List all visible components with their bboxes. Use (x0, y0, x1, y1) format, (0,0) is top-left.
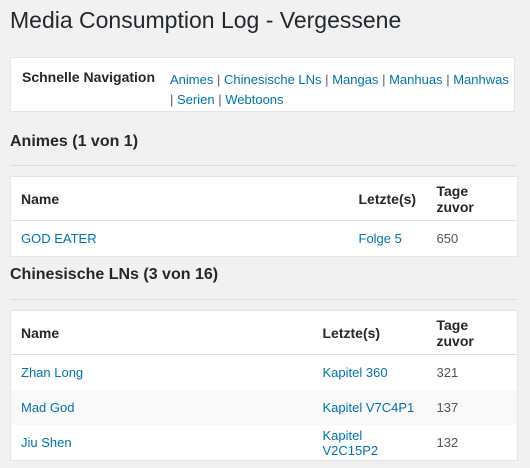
nav-separator: | (216, 72, 221, 87)
latest-link[interactable]: Kapitel V2C15P2 (322, 427, 379, 458)
column-header-name: Name (10, 310, 313, 355)
table-header-row: Name Letzte(s) Tage zuvor (10, 310, 518, 355)
latest-link[interactable]: Kapitel 360 (322, 365, 388, 380)
column-header-name: Name (10, 176, 349, 221)
title-link[interactable]: Jiu Shen (21, 435, 72, 450)
nav-link-mangas[interactable]: Mangas (332, 72, 379, 87)
table-row: Jiu Shen Kapitel V2C15P2 132 (11, 425, 518, 461)
nav-link-webtoons[interactable]: Webtoons (225, 92, 284, 107)
days-value: 650 (436, 231, 459, 246)
title-link[interactable]: Zhan Long (21, 365, 84, 380)
title-link[interactable]: GOD EATER (21, 231, 97, 246)
column-header-latest: Letzte(s) (312, 310, 427, 355)
nav-link-chinesische-lns[interactable]: Chinesische LNs (224, 72, 322, 87)
latest-link[interactable]: Kapitel V7C4P1 (322, 400, 415, 415)
nav-link-serien[interactable]: Serien (177, 92, 215, 107)
quick-navigation-links: Animes | Chinesische LNs | Mangas | Manh… (170, 70, 515, 110)
column-header-days: Tage zuvor (426, 310, 518, 355)
quick-navigation-label: Schnelle Navigation (22, 69, 156, 85)
nav-link-manhuas[interactable]: Manhuas (389, 72, 443, 87)
nav-separator: | (382, 72, 386, 87)
section-title-chinesische-lns: Chinesische LNs (3 von 16) (10, 266, 219, 283)
chinesische-lns-table: Name Letzte(s) Tage zuvor Zhan Long Kapi… (10, 310, 518, 461)
nav-link-manhwas[interactable]: Manhwas (453, 72, 509, 87)
page-title: Media Consumption Log - Vergessene (10, 7, 402, 33)
nav-separator: | (170, 92, 174, 107)
table-row: GOD EATER Folge 5 650 (11, 221, 518, 257)
days-value: 137 (426, 390, 518, 425)
column-header-latest: Letzte(s) (348, 176, 427, 221)
quick-navigation: Schnelle Navigation Animes | Chinesische… (10, 57, 515, 112)
nav-link-animes[interactable]: Animes (170, 72, 214, 87)
section-divider (10, 165, 517, 166)
latest-link[interactable]: Folge 5 (358, 231, 402, 246)
nav-separator: | (446, 72, 450, 87)
table-header-row: Name Letzte(s) Tage zuvor (10, 176, 518, 221)
days-value: 132 (436, 435, 459, 450)
column-header-days: Tage zuvor (426, 176, 518, 221)
table-row: Mad God Kapitel V7C4P1 137 (10, 390, 518, 425)
days-value: 321 (436, 365, 459, 380)
nav-separator: | (325, 72, 329, 87)
section-title-animes: Animes (1 von 1) (10, 133, 139, 150)
title-link[interactable]: Mad God (21, 400, 75, 415)
section-divider (10, 299, 517, 300)
nav-separator: | (218, 92, 222, 107)
animes-table: Name Letzte(s) Tage zuvor GOD EATER Folg… (10, 176, 518, 257)
table-row: Zhan Long Kapitel 360 321 (11, 355, 518, 391)
